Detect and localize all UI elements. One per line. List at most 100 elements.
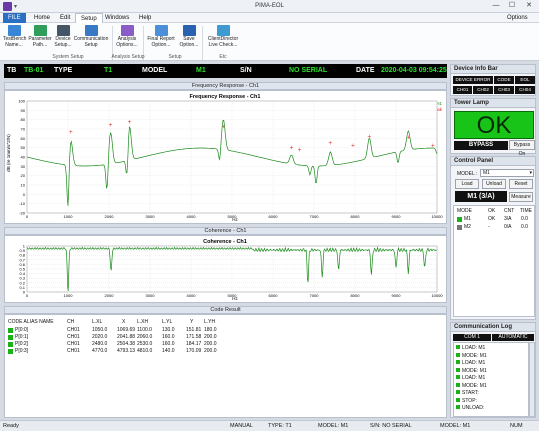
mode-col-ok: OK	[488, 208, 496, 214]
app-icon	[3, 2, 12, 11]
menu-help[interactable]: Help	[139, 15, 152, 21]
menu-home[interactable]: Home	[34, 15, 51, 21]
peak-marker: +	[127, 119, 131, 125]
mode-table: MODE OK CNT TIME M1 OK 3/A 0.0 M2 - 0/A …	[453, 205, 535, 317]
status-dot-icon	[457, 225, 462, 230]
freq-y-tick: 10	[21, 183, 26, 188]
unload-button[interactable]: Unload	[482, 179, 506, 189]
maximize-button[interactable]: ☐	[508, 2, 516, 9]
log-text: LOAD: M1	[462, 360, 486, 366]
freq-x-tick: 5000	[228, 214, 238, 219]
table-row[interactable]: P[0:3] CH01 4770.0 4793.13 4810.0 140.0 170.09…	[5, 348, 448, 355]
cell-lxh: 2530.0	[137, 341, 153, 347]
freq-x-tick: 3000	[146, 214, 156, 219]
analysis-options-button[interactable]: Analysis Options...	[114, 25, 140, 48]
table-row[interactable]: P[0:0] CH01 1050.0 1069.69 1100.0 130.0 151.81…	[5, 327, 448, 334]
freq-y-tick: 20	[21, 173, 26, 178]
status-type: TYPE: T1	[268, 423, 292, 429]
table-row[interactable]: P[0:2] CH01 2480.0 2504.38 2530.0 160.0 184.17…	[5, 341, 448, 348]
menu-options[interactable]: Options	[507, 15, 528, 21]
cell-lxh: 4810.0	[137, 348, 153, 354]
bypass-on-button[interactable]: Bypass On	[509, 140, 535, 157]
menu-edit[interactable]: Edit	[60, 15, 71, 21]
coh-y-tick: 0.2	[19, 280, 25, 285]
ribbon-separator	[143, 26, 144, 60]
mode-col-mode: MODE	[457, 208, 472, 214]
peak-marker: +	[298, 147, 302, 153]
log-line: UNLOAD:	[456, 405, 484, 412]
close-button[interactable]: ✕	[526, 2, 532, 9]
peak-marker: +	[289, 145, 293, 151]
cell-lxl: 2020.0	[92, 334, 108, 340]
comm-mode-label: AUTOMATIC	[492, 334, 534, 341]
freq-x-tick: 0	[26, 214, 29, 219]
model-select[interactable]: M1 ▾	[480, 169, 534, 177]
cell-x: 4793.13	[117, 348, 136, 354]
coh-x-axis-label: Hz	[232, 296, 238, 301]
status-dot-icon	[8, 328, 13, 333]
cell-lxl: 2480.0	[92, 341, 108, 347]
status-dot-icon	[456, 405, 460, 409]
chevron-down-icon: ▾	[529, 170, 532, 176]
freq-x-tick: 7000	[310, 214, 320, 219]
code-result-header-row: CODE ALIAS NAME CH L.XL X L.XH L.YL Y L.…	[5, 319, 448, 326]
testbench-name-button[interactable]: TestBench Name...	[3, 25, 26, 48]
minimize-button[interactable]: —	[492, 2, 500, 9]
device-setup-button[interactable]: Device Setup...	[54, 25, 72, 48]
parameter-icon	[33, 25, 47, 36]
menu-file[interactable]: FILE	[3, 13, 26, 23]
date-value: 2020-04-03 09:54:25	[381, 67, 447, 74]
cell-lxl: 1050.0	[92, 327, 108, 333]
freq-y-tick: 80	[21, 117, 26, 122]
freq-response-panel: Frequency Response - Ch1 dB (re 1mm/s^2/…	[4, 90, 447, 224]
cell-y: 170.09	[186, 348, 202, 354]
cell-lyh: 200.0	[204, 348, 217, 354]
coh-x-tick: 1000	[64, 293, 74, 298]
col-lxh: L.XH	[137, 319, 149, 325]
group-setup: Setup	[168, 54, 182, 60]
status-ready: Ready	[3, 423, 19, 429]
freq-y-tick: 30	[21, 164, 26, 169]
model-value: M1	[196, 67, 206, 74]
col-lyl: L.YL	[162, 319, 173, 325]
type-label: TYPE	[54, 67, 73, 74]
communication-setup-button[interactable]: Communication Setup	[73, 25, 109, 48]
log-line: MODE: M1	[456, 367, 487, 375]
control-panel-header: Control Panel	[451, 157, 535, 166]
menu-windows[interactable]: Windows	[105, 15, 130, 21]
status-dot-icon	[8, 335, 13, 340]
window-title: PIMA-EOL	[255, 3, 284, 9]
quick-access-chevron-icon[interactable]: ▾	[14, 4, 18, 10]
reset-button[interactable]: Reset	[509, 179, 533, 189]
cell-lyh: 200.0	[204, 341, 217, 347]
cell-lyl: 140.0	[162, 348, 175, 354]
log-scrollbar[interactable]	[529, 342, 535, 417]
status-dot-icon	[456, 390, 460, 394]
log-line: MODE: M1	[456, 352, 487, 360]
cell-y: 184.17	[186, 341, 202, 347]
peak-marker: +	[431, 143, 435, 149]
mode-name: M2	[464, 224, 471, 230]
freq-x-tick: 8000	[351, 214, 361, 219]
device-error-cell: DEVICE ERROR	[453, 76, 493, 84]
parameter-path-button[interactable]: Parameter Path...	[28, 25, 52, 48]
cell-ch: CH01	[67, 341, 80, 347]
final-report-option-button[interactable]: Final Report Option...	[146, 25, 176, 48]
mode-row[interactable]: M2 - 0/A 0.0	[457, 224, 533, 231]
save-option-button[interactable]: Save Option...	[178, 25, 200, 48]
table-row[interactable]: P[0:1] CH01 2020.0 2041.88 2060.0 160.0 171.58…	[5, 334, 448, 341]
coh-y-tick: 0.9	[19, 248, 25, 253]
freq-y-tick: -10	[19, 201, 26, 206]
group-etc: Etc	[219, 54, 227, 60]
cell-ch: CH01	[67, 327, 80, 333]
comm-log-header: Communication Log	[451, 323, 535, 332]
coh-x-tick: 10000	[431, 293, 443, 298]
measure-button[interactable]: Measure	[509, 192, 533, 202]
load-button[interactable]: Load	[455, 179, 479, 189]
menu-setup[interactable]: Setup	[75, 13, 103, 24]
mode-row[interactable]: M1 OK 3/A 0.0	[457, 216, 533, 223]
status-bar: Ready MANUAL TYPE: T1 MODEL: M1 S/N: NO …	[0, 420, 539, 431]
comm-log-list: LOAD: M1 MODE: M1 LOAD: M1 MODE: M1 LOAD: M1…	[453, 342, 529, 417]
clientdirector-live-check-button[interactable]: ClientDirector Live Check...	[204, 25, 242, 48]
cell-lyl: 160.0	[162, 341, 175, 347]
